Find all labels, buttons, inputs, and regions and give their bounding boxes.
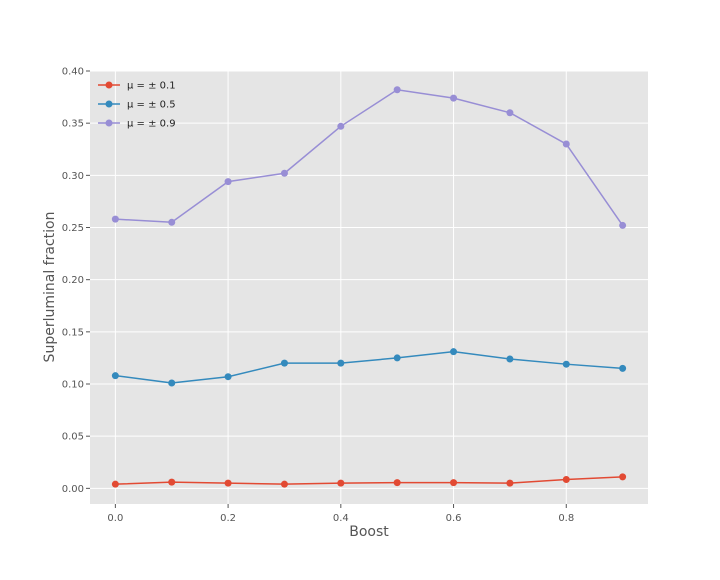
data-point [224, 479, 232, 487]
legend-marker [105, 119, 113, 127]
x-tick-label: 0.6 [446, 513, 462, 524]
data-point [111, 372, 119, 380]
legend: μ = ± 0.1 μ = ± 0.5 μ = ± 0.9 [98, 81, 176, 130]
y-axis-label: Superluminal fraction [42, 212, 58, 363]
legend-marker [105, 100, 113, 108]
x-tick-label: 0.0 [107, 513, 123, 524]
series-3 [111, 86, 627, 229]
x-tick-label: 0.8 [558, 513, 574, 524]
plot-background [90, 71, 648, 504]
series-line [115, 476, 623, 485]
data-point [506, 109, 514, 117]
data-point [450, 94, 458, 102]
data-point [450, 348, 458, 356]
data-point [280, 359, 288, 367]
data-point [168, 379, 176, 387]
tick-layer: 0.0 0.2 0.4 0.6 0.8 0.00 0.05 0.10 0.15 0.20 0.25 0… [62, 67, 574, 525]
data-point [562, 140, 570, 148]
series-line [115, 350, 623, 384]
x-tick-label: 0.2 [220, 513, 236, 524]
data-point [224, 373, 232, 381]
data-point [393, 86, 401, 94]
data-point [168, 478, 176, 486]
y-tick-label: 0.25 [62, 223, 84, 234]
y-tick-label: 0.00 [62, 484, 84, 495]
data-point [619, 364, 627, 372]
y-tick-label: 0.05 [62, 432, 84, 443]
legend-label: μ = ± 0.9 [127, 119, 176, 130]
y-tick-label: 0.30 [62, 171, 84, 182]
legend-label: μ = ± 0.1 [127, 81, 176, 92]
data-point [619, 221, 627, 229]
data-point [111, 215, 119, 223]
x-axis-label: Boost [349, 524, 389, 540]
legend-item: μ = ± 0.9 [98, 119, 176, 130]
series-line [115, 88, 624, 226]
y-tick-label: 0.35 [62, 119, 84, 130]
y-tick-label: 0.10 [62, 380, 84, 391]
data-point [393, 354, 401, 362]
data-point [506, 355, 514, 363]
legend-label: μ = ± 0.5 [127, 100, 176, 111]
legend-marker [105, 81, 113, 89]
y-tick-label: 0.40 [62, 67, 84, 78]
data-point [450, 479, 458, 487]
data-point [337, 479, 345, 487]
grid-layer [90, 70, 648, 504]
series-2 [111, 348, 627, 387]
data-point [168, 218, 176, 226]
data-point [224, 178, 232, 186]
data-point [562, 360, 570, 368]
data-point [619, 473, 627, 481]
series-1 [111, 473, 627, 488]
y-tick-label: 0.20 [62, 275, 84, 286]
data-point [280, 169, 288, 177]
x-tick-label: 0.4 [333, 513, 349, 524]
legend-item: μ = ± 0.1 [98, 81, 176, 92]
data-point [506, 479, 514, 487]
legend-item: μ = ± 0.5 [98, 100, 176, 111]
data-point [280, 480, 288, 488]
series-layer [111, 86, 627, 488]
y-tick-label: 0.15 [62, 327, 84, 338]
data-point [337, 122, 345, 130]
data-point [393, 479, 401, 487]
data-point [111, 480, 119, 488]
data-point [562, 475, 570, 483]
data-point [337, 359, 345, 367]
